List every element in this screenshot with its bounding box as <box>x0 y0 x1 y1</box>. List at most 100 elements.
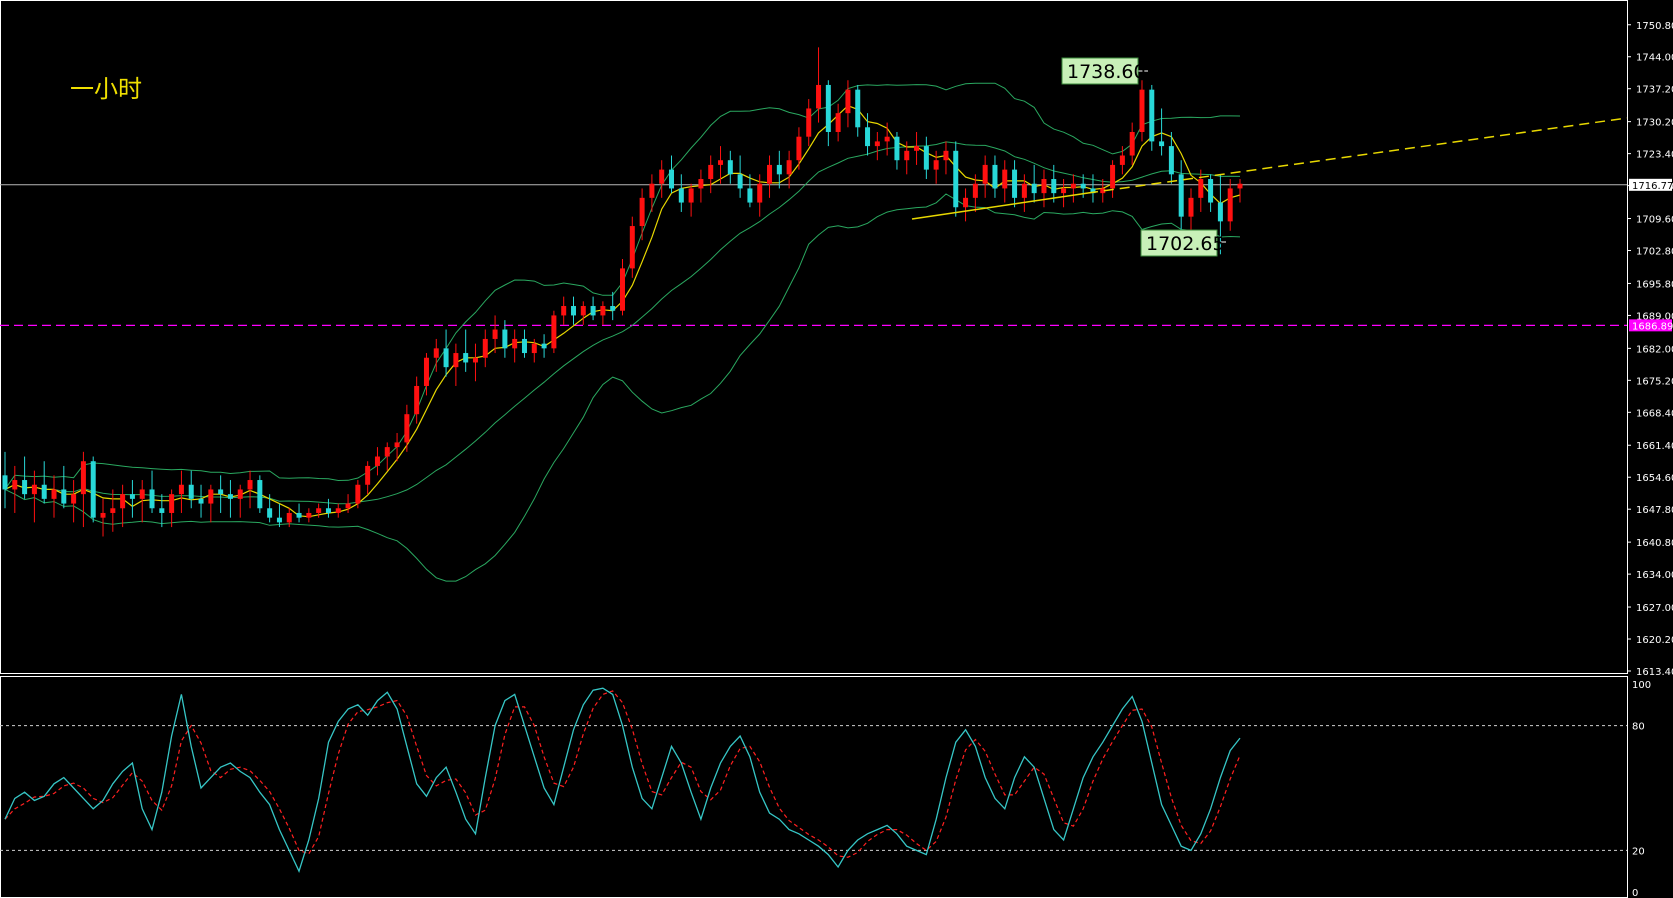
candle-body <box>61 489 67 504</box>
candle <box>757 174 763 217</box>
candle <box>1237 179 1243 203</box>
candle <box>1021 174 1027 212</box>
candle-body <box>747 188 753 203</box>
price-tick-label: 1709.60 <box>1636 215 1673 226</box>
candle-body <box>855 89 861 128</box>
candle <box>1031 164 1037 203</box>
price-tick-label: 1744.00 <box>1636 53 1673 64</box>
price-tick-label: 1689.00 <box>1636 311 1673 322</box>
candle-body <box>992 164 998 189</box>
candle <box>237 484 243 518</box>
annotation-label: 1738.60 <box>1067 61 1146 83</box>
candle-body <box>22 480 28 495</box>
candle <box>659 160 665 198</box>
candle <box>972 174 978 212</box>
price-tick-label: 1613.40 <box>1636 667 1673 678</box>
candle <box>80 451 86 528</box>
candle <box>914 131 920 165</box>
candle-body <box>472 357 478 363</box>
candle <box>737 155 743 198</box>
candle <box>953 141 959 217</box>
candle <box>649 174 655 212</box>
price-tick-label: 1640.80 <box>1636 538 1673 549</box>
candle <box>512 329 518 363</box>
candle-body <box>286 512 292 523</box>
candle-body <box>972 183 978 198</box>
candle <box>678 174 684 212</box>
candle <box>629 216 635 278</box>
candle-body <box>1110 164 1116 189</box>
candle <box>1002 160 1008 203</box>
candle-body <box>953 150 959 208</box>
candle-body <box>512 338 518 349</box>
candle-body <box>639 197 645 227</box>
stochastic-panel: 100 80 20 0 <box>0 676 1651 898</box>
candle <box>1178 160 1184 236</box>
candle <box>1188 188 1194 231</box>
candle <box>698 169 704 203</box>
candle <box>580 301 586 325</box>
candle-body <box>1149 89 1155 142</box>
candle <box>747 174 753 208</box>
candle <box>71 480 77 523</box>
candle <box>767 155 773 198</box>
candle-body <box>943 150 949 161</box>
candle-body <box>404 414 410 443</box>
candle-body <box>776 164 782 175</box>
candle <box>669 155 675 194</box>
candle <box>208 484 214 523</box>
candle-body <box>923 146 929 170</box>
candle-body <box>610 306 616 311</box>
candle-body <box>551 315 557 349</box>
candle-body <box>169 494 175 513</box>
price-tags: 1716.77 1686.89 <box>1629 178 1673 332</box>
candle <box>1119 146 1125 175</box>
candle-body <box>786 160 792 175</box>
candle <box>1041 169 1047 208</box>
candle <box>865 113 871 156</box>
candle-body <box>914 146 920 151</box>
support-level-tag <box>1629 319 1672 332</box>
candle-body <box>806 108 812 137</box>
candle-body <box>1080 183 1086 189</box>
candle <box>610 291 616 321</box>
candle-body <box>394 442 400 448</box>
price-tick-label: 1620.20 <box>1636 635 1673 646</box>
candle-body <box>296 512 302 518</box>
candle <box>218 475 224 513</box>
candle-body <box>1012 169 1018 198</box>
candle-body <box>570 306 576 316</box>
candle <box>472 343 478 382</box>
candle-body <box>1198 179 1204 198</box>
candle <box>2 451 8 509</box>
candle <box>590 296 596 321</box>
candle-body <box>1129 131 1135 156</box>
candle <box>394 433 400 462</box>
candle <box>904 141 910 175</box>
candle-body <box>159 508 165 513</box>
candle <box>325 498 331 518</box>
candle <box>570 296 576 325</box>
candle <box>22 456 28 499</box>
candle <box>404 404 410 452</box>
candle <box>1012 160 1018 208</box>
trendline-extended <box>1087 117 1628 194</box>
candle <box>335 503 341 518</box>
candle <box>845 80 851 128</box>
candle <box>884 122 890 156</box>
candle <box>1227 179 1233 231</box>
candle <box>1168 131 1174 184</box>
candle-body <box>12 480 18 490</box>
candle <box>894 131 900 170</box>
candle <box>296 503 302 523</box>
candle <box>453 343 459 386</box>
candle-body <box>894 136 900 161</box>
candle-body <box>482 338 488 358</box>
candle-body <box>374 456 380 466</box>
candle <box>718 146 724 184</box>
candle <box>423 353 429 396</box>
candle-body <box>463 353 469 363</box>
candle-body <box>521 338 527 354</box>
price-tick-label: 1750.80 <box>1636 21 1673 32</box>
